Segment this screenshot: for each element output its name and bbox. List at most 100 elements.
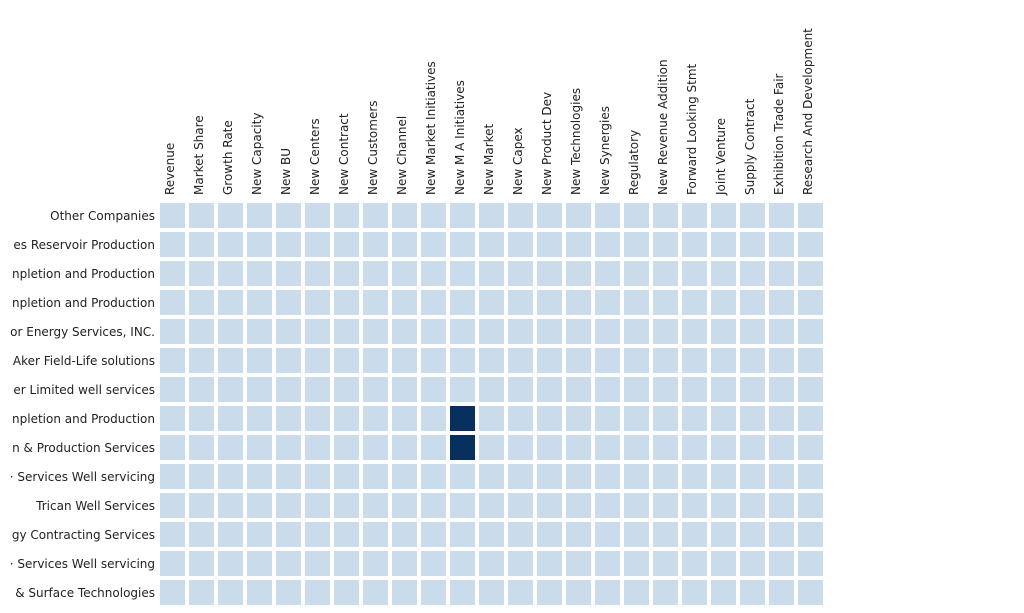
heatmap-cell — [653, 551, 678, 576]
heatmap-cell — [479, 377, 504, 402]
heatmap-cell — [247, 464, 272, 489]
heatmap-cell — [218, 290, 243, 315]
heatmap-cell — [740, 551, 765, 576]
x-tick-label: Growth Rate — [221, 120, 235, 195]
heatmap-cell — [537, 203, 562, 228]
heatmap-cell — [160, 464, 185, 489]
heatmap-cell — [189, 551, 214, 576]
heatmap-cell — [624, 435, 649, 460]
heatmap-cell — [334, 522, 359, 547]
heatmap-cell — [769, 290, 794, 315]
x-tick-label: New Revenue Addition — [656, 59, 670, 195]
heatmap-cell — [218, 232, 243, 257]
heatmap-cell — [218, 406, 243, 431]
heatmap-cell — [189, 319, 214, 344]
heatmap-cell — [769, 203, 794, 228]
heatmap-cell — [711, 435, 736, 460]
heatmap-cell — [595, 232, 620, 257]
heatmap-cell — [711, 551, 736, 576]
heatmap-cell — [363, 435, 388, 460]
x-tick-label: New Customers — [366, 100, 380, 195]
heatmap-cell — [276, 522, 301, 547]
heatmap-cell — [218, 551, 243, 576]
heatmap-cell — [305, 348, 330, 373]
heatmap-cell — [334, 319, 359, 344]
heatmap-cell — [334, 290, 359, 315]
heatmap-cell — [653, 377, 678, 402]
heatmap-cell — [421, 290, 446, 315]
heatmap-cell — [595, 522, 620, 547]
heatmap-cell — [421, 232, 446, 257]
heatmap-cell — [537, 522, 562, 547]
heatmap-cell — [798, 348, 823, 373]
y-tick-label: Trican Well Services — [35, 499, 155, 513]
heatmap-cell — [247, 290, 272, 315]
heatmap-cell — [624, 203, 649, 228]
heatmap-cell — [247, 435, 272, 460]
heatmap-cell — [740, 464, 765, 489]
heatmap-cell — [421, 406, 446, 431]
heatmap-cell — [479, 290, 504, 315]
heatmap-cell — [218, 493, 243, 518]
heatmap-cell — [276, 464, 301, 489]
heatmap-cell — [653, 435, 678, 460]
heatmap-cell — [276, 203, 301, 228]
y-tick-label: or Energy Services, INC. — [10, 325, 155, 339]
heatmap-cell — [479, 435, 504, 460]
heatmap-cell — [711, 203, 736, 228]
heatmap-cell — [624, 232, 649, 257]
heatmap-cell — [189, 348, 214, 373]
heatmap-cell — [798, 580, 823, 605]
heatmap-cell — [479, 580, 504, 605]
heatmap-cell — [305, 493, 330, 518]
heatmap-cell — [682, 522, 707, 547]
heatmap-cell — [740, 406, 765, 431]
heatmap-cell — [769, 232, 794, 257]
heatmap-cell — [276, 290, 301, 315]
heatmap-cell — [682, 551, 707, 576]
heatmap-cell — [798, 406, 823, 431]
heatmap-cell — [624, 261, 649, 286]
heatmap-cell — [218, 464, 243, 489]
heatmap-cell — [798, 319, 823, 344]
heatmap-cell — [537, 348, 562, 373]
heatmap-cell — [566, 348, 591, 373]
heatmap-cell — [740, 435, 765, 460]
heatmap-cell — [508, 551, 533, 576]
heatmap-cell — [363, 464, 388, 489]
x-tick-label: Research And Development — [801, 28, 815, 195]
heatmap-cell — [537, 580, 562, 605]
heatmap-cell — [305, 261, 330, 286]
heatmap-cell — [189, 261, 214, 286]
heatmap-cell — [276, 406, 301, 431]
heatmap-cell — [711, 406, 736, 431]
heatmap-cell — [769, 435, 794, 460]
heatmap-cell — [566, 232, 591, 257]
heatmap-cell — [624, 522, 649, 547]
heatmap-cell — [479, 203, 504, 228]
heatmap-cell — [682, 464, 707, 489]
heatmap-cell — [450, 493, 475, 518]
heatmap-cell — [566, 522, 591, 547]
heatmap-cell — [566, 203, 591, 228]
heatmap-cell — [682, 261, 707, 286]
y-axis-tick-labels: Other Companies es Reservoir Production np… — [10, 209, 155, 600]
heatmap-cell — [160, 203, 185, 228]
heatmap-cell — [769, 261, 794, 286]
x-tick-label: New Technologies — [569, 88, 583, 195]
heatmap-cell — [711, 261, 736, 286]
heatmap-cell — [450, 203, 475, 228]
heatmap-cell — [653, 406, 678, 431]
heatmap-cell — [392, 464, 417, 489]
heatmap-cell — [479, 493, 504, 518]
heatmap-cell — [566, 261, 591, 286]
heatmap-cell — [798, 261, 823, 286]
heatmap-cell — [595, 203, 620, 228]
y-tick-label: npletion and Production — [12, 412, 155, 426]
heatmap-cell — [363, 580, 388, 605]
heatmap-cell — [508, 493, 533, 518]
heatmap-cell — [218, 261, 243, 286]
heatmap-cell — [305, 551, 330, 576]
heatmap-cell — [189, 203, 214, 228]
heatmap-cell — [769, 348, 794, 373]
